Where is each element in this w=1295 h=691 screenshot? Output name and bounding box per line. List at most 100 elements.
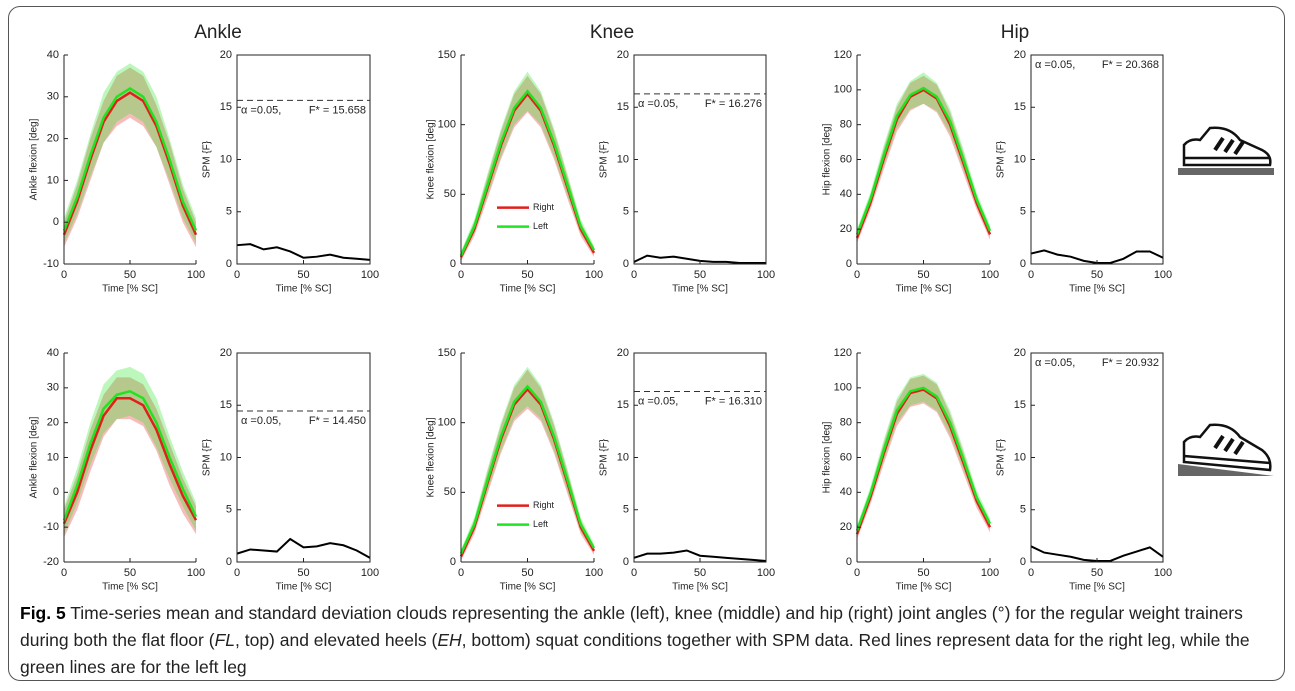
y-tick-label: 20 — [840, 521, 852, 533]
y-tick-label: 100 — [438, 119, 456, 131]
y-tick-label: 120 — [834, 347, 852, 359]
caption-label: Fig. 5 — [20, 603, 66, 623]
x-tick-label: 0 — [631, 269, 637, 281]
y-tick-label: 60 — [840, 153, 852, 165]
y-tick-label: 15 — [220, 399, 232, 411]
y-tick-label: 40 — [47, 347, 59, 359]
caption-text: Time-series mean and standard deviation … — [20, 603, 1243, 650]
mean-line — [459, 89, 596, 257]
y-tick-label: 0 — [53, 216, 59, 228]
shoe-heel-icon — [1178, 423, 1274, 476]
x-axis-label: Time [% SC] — [102, 582, 158, 593]
y-tick-label: 15 — [617, 101, 629, 113]
y-tick-label: 10 — [617, 451, 629, 463]
x-tick-label: 0 — [234, 269, 240, 281]
x-axis-label: Time [% SC] — [672, 284, 728, 295]
x-tick-label: 100 — [1154, 269, 1172, 281]
x-tick-label: 100 — [187, 567, 205, 579]
figure-frame — [8, 6, 1285, 681]
y-axis-label: Knee flexion [deg] — [426, 417, 437, 497]
y-tick-label: 20 — [1014, 347, 1026, 359]
x-tick-label: 0 — [458, 567, 464, 579]
y-tick-label: 0 — [450, 258, 456, 270]
x-axis-label: Time [% SC] — [672, 582, 728, 593]
x-tick-label: 50 — [694, 269, 706, 281]
y-axis-label: SPM {F} — [996, 438, 1007, 476]
y-tick-label: 5 — [226, 206, 232, 218]
mean-line — [855, 86, 992, 235]
y-axis-label: SPM {F} — [202, 438, 213, 476]
alpha-label: α =0.05, — [241, 415, 281, 427]
alpha-label: α =0.05, — [1035, 357, 1075, 369]
mean-line — [855, 388, 992, 535]
x-tick-label: 0 — [234, 567, 240, 579]
y-tick-label: 5 — [1020, 206, 1026, 218]
y-axis-label: Hip flexion [deg] — [822, 123, 833, 195]
column-title: Hip — [1001, 22, 1030, 43]
y-tick-label: 0 — [846, 556, 852, 568]
alpha-label: α =0.05, — [638, 98, 678, 110]
y-tick-label: 30 — [47, 382, 59, 394]
threshold-label: F* = 20.368 — [1102, 59, 1159, 71]
y-axis-label: SPM {F} — [599, 438, 610, 476]
y-tick-label: 40 — [840, 188, 852, 200]
x-tick-label: 50 — [297, 567, 309, 579]
spm-line — [633, 549, 767, 562]
x-tick-label: 50 — [297, 269, 309, 281]
y-tick-label: 5 — [226, 504, 232, 516]
y-tick-label: 80 — [840, 417, 852, 429]
sd-cloud — [64, 366, 196, 535]
y-tick-label: 10 — [220, 153, 232, 165]
threshold-label: F* = 15.658 — [309, 104, 366, 116]
x-tick-label: 50 — [917, 269, 929, 281]
alpha-label: α =0.05, — [1035, 59, 1075, 71]
alpha-label: α =0.05, — [241, 104, 281, 116]
x-tick-label: 100 — [981, 269, 999, 281]
y-tick-label: 5 — [623, 206, 629, 218]
x-tick-label: 0 — [1028, 567, 1034, 579]
y-tick-label: 10 — [47, 174, 59, 186]
mean-line — [855, 88, 992, 239]
y-tick-label: 20 — [840, 223, 852, 235]
x-tick-label: 50 — [124, 567, 136, 579]
mean-line — [62, 397, 198, 525]
x-tick-label: 0 — [458, 269, 464, 281]
y-tick-label: 0 — [226, 258, 232, 270]
x-axis-label: Time [% SC] — [896, 284, 952, 295]
x-tick-label: 0 — [854, 269, 860, 281]
axes-box — [633, 54, 767, 265]
mean-line — [459, 92, 596, 258]
axes-box — [633, 352, 767, 563]
y-tick-label: 5 — [623, 504, 629, 516]
y-tick-label: 15 — [1014, 399, 1026, 411]
mean-line — [62, 389, 198, 521]
y-tick-label: 15 — [617, 399, 629, 411]
y-tick-label: 0 — [1020, 556, 1026, 568]
y-axis-label: SPM {F} — [202, 140, 213, 178]
column-title: Knee — [590, 22, 634, 43]
caption-text: EH — [437, 630, 462, 650]
mean-line — [459, 384, 596, 555]
y-tick-label: 40 — [840, 486, 852, 498]
x-tick-label: 100 — [757, 269, 775, 281]
y-tick-label: 0 — [53, 486, 59, 498]
y-tick-label: -20 — [43, 556, 59, 568]
sd-cloud — [461, 71, 594, 260]
y-tick-label: 100 — [438, 417, 456, 429]
x-tick-label: 0 — [61, 567, 67, 579]
y-axis-label: Hip flexion [deg] — [822, 421, 833, 493]
axes-box — [236, 352, 371, 563]
y-tick-label: 15 — [220, 101, 232, 113]
x-tick-label: 50 — [1091, 567, 1103, 579]
y-tick-label: 20 — [220, 49, 232, 61]
y-tick-label: 150 — [438, 347, 456, 359]
y-tick-label: 100 — [834, 382, 852, 394]
y-axis-label: Ankle flexion [deg] — [29, 118, 40, 200]
x-tick-label: 50 — [521, 567, 533, 579]
y-tick-label: 0 — [846, 258, 852, 270]
y-axis-label: SPM {F} — [996, 140, 1007, 178]
x-tick-label: 100 — [187, 269, 205, 281]
y-tick-label: 0 — [1020, 258, 1026, 270]
